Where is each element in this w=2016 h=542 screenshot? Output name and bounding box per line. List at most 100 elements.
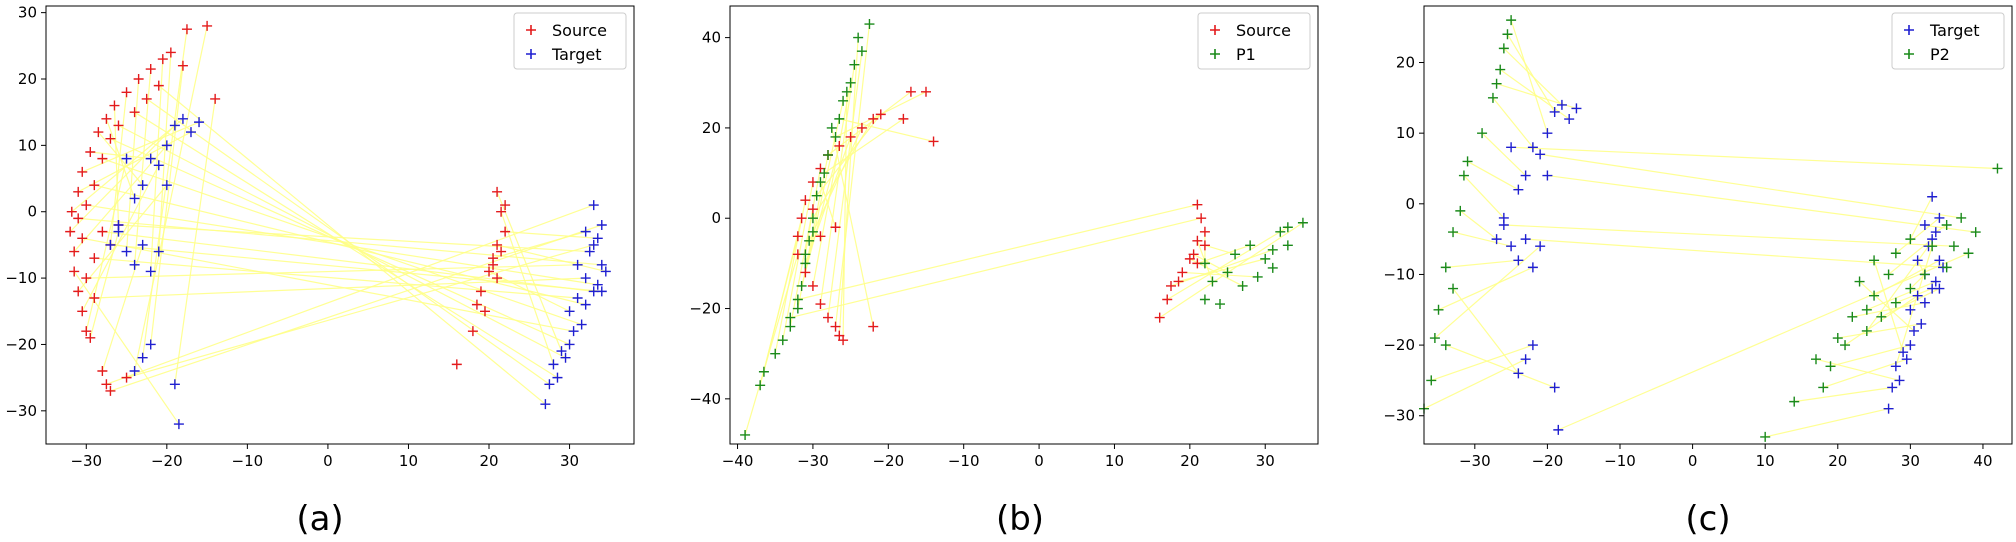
- legend-marker-source: [526, 25, 536, 35]
- point-p2: [1818, 382, 1829, 393]
- point-target: [1549, 382, 1560, 393]
- point-source: [807, 280, 818, 291]
- caption-c: (c): [1685, 499, 1730, 539]
- x-tick-label: 40: [1973, 452, 1992, 470]
- point-source: [467, 326, 478, 337]
- point-source: [177, 60, 188, 71]
- y-tick-label: 20: [1396, 54, 1415, 72]
- point-target: [592, 279, 603, 290]
- point-p2: [1426, 375, 1437, 386]
- point-target: [1535, 241, 1546, 252]
- correspondence-line: [1859, 281, 1915, 332]
- point-source: [500, 226, 511, 237]
- y-tick-label: 20: [702, 119, 721, 137]
- point-source: [141, 93, 152, 104]
- point-source: [484, 266, 495, 277]
- correspondence-line: [834, 23, 871, 327]
- y-tick-label: 20: [18, 70, 37, 88]
- correspondence-line: [1492, 97, 1534, 148]
- point-target: [1887, 382, 1898, 393]
- axes-frame: [45, 5, 635, 445]
- correspondence-line: [500, 211, 555, 365]
- point-source: [81, 200, 92, 211]
- point-p2: [1789, 396, 1800, 407]
- point-p2: [1498, 43, 1509, 54]
- correspondence-line: [118, 124, 566, 359]
- point-p1: [1237, 280, 1248, 291]
- x-tick-label: −10: [1604, 452, 1636, 470]
- point-source: [129, 107, 140, 118]
- correspondence-line: [1540, 153, 1962, 219]
- point-source: [89, 180, 100, 191]
- point-target: [600, 266, 611, 277]
- point-target: [1912, 255, 1923, 266]
- correspondence-line: [105, 118, 136, 199]
- point-p1: [796, 280, 807, 291]
- correspondence-line: [1873, 260, 1904, 353]
- x-tick-label: 30: [560, 452, 579, 470]
- point-target: [1506, 142, 1517, 153]
- correspondence-line: [812, 118, 874, 219]
- y-tick-label: 30: [18, 4, 37, 22]
- series-target: [105, 113, 611, 430]
- point-target: [177, 113, 188, 124]
- correspondence-lines: [744, 23, 1304, 436]
- legend-label-p1: P1: [1236, 45, 1256, 64]
- point-p1: [856, 46, 867, 57]
- plot-area: [730, 6, 1318, 444]
- y-tick-label: −40: [689, 390, 721, 408]
- point-target: [564, 306, 575, 317]
- correspondence-line: [1558, 252, 1969, 431]
- point-p2: [1455, 205, 1466, 216]
- point-source: [89, 253, 100, 264]
- point-source: [868, 113, 879, 124]
- point-source: [928, 136, 939, 147]
- point-source: [165, 47, 176, 58]
- point-target: [1556, 99, 1567, 110]
- point-target: [145, 266, 156, 277]
- point-p1: [834, 113, 845, 124]
- point-target: [169, 379, 180, 390]
- correspondence-line: [110, 224, 602, 392]
- point-source: [105, 133, 116, 144]
- point-target: [1513, 368, 1524, 379]
- correspondence-lines: [69, 25, 606, 425]
- point-target: [1491, 234, 1502, 245]
- point-p1: [845, 77, 856, 88]
- point-source: [81, 273, 92, 284]
- point-source: [800, 195, 811, 206]
- point-p1: [755, 380, 766, 391]
- point-p1: [1267, 244, 1278, 255]
- point-p1: [1282, 240, 1293, 251]
- correspondence-line: [90, 151, 151, 160]
- point-source: [133, 74, 144, 84]
- point-p2: [1941, 220, 1952, 230]
- point-target: [1542, 128, 1553, 139]
- point-target: [1535, 149, 1546, 160]
- correspondence-line: [1182, 271, 1258, 278]
- point-p1: [826, 122, 837, 133]
- x-tick-label: 10: [1756, 452, 1775, 470]
- point-target: [1498, 220, 1509, 230]
- point-source: [1199, 226, 1210, 237]
- point-p1: [770, 348, 781, 359]
- point-source: [856, 122, 867, 133]
- caption-a: (a): [296, 499, 343, 539]
- point-p2: [1890, 248, 1901, 259]
- point-source: [73, 213, 84, 224]
- point-target: [596, 220, 607, 230]
- correspondence-line: [1481, 132, 1527, 176]
- correspondence-line: [823, 118, 904, 174]
- y-tick-label: −20: [689, 300, 721, 318]
- point-target: [596, 286, 607, 297]
- point-p1: [1252, 271, 1263, 282]
- point-source: [492, 186, 503, 197]
- point-source: [202, 20, 213, 31]
- point-target: [194, 117, 205, 128]
- correspondence-line: [109, 92, 128, 245]
- point-p2: [1487, 92, 1498, 103]
- point-p1: [777, 335, 788, 346]
- point-target: [1905, 304, 1916, 315]
- x-tick-label: 20: [1180, 452, 1199, 470]
- point-source: [792, 231, 803, 242]
